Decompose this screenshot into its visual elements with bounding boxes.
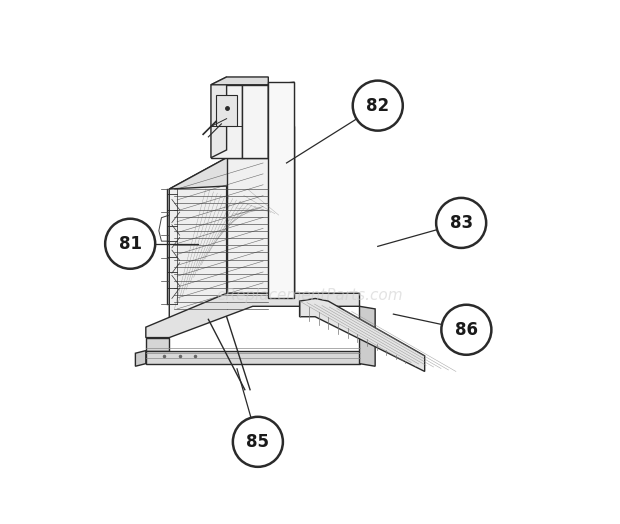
Circle shape — [353, 81, 403, 130]
Polygon shape — [268, 126, 294, 293]
Polygon shape — [268, 82, 294, 299]
Polygon shape — [216, 95, 237, 126]
Polygon shape — [135, 351, 146, 366]
Polygon shape — [360, 307, 375, 366]
Text: 82: 82 — [366, 96, 389, 115]
Polygon shape — [242, 85, 268, 158]
Circle shape — [436, 198, 486, 248]
Polygon shape — [146, 351, 360, 364]
Polygon shape — [268, 82, 294, 158]
Text: 85: 85 — [246, 433, 269, 451]
Polygon shape — [211, 77, 268, 85]
Text: eReplacementParts.com: eReplacementParts.com — [216, 288, 404, 303]
Polygon shape — [299, 299, 425, 372]
Polygon shape — [226, 158, 294, 293]
Text: 81: 81 — [118, 235, 142, 253]
Circle shape — [441, 305, 492, 355]
Text: 83: 83 — [450, 214, 472, 232]
Polygon shape — [211, 77, 226, 158]
Polygon shape — [146, 337, 169, 351]
Circle shape — [233, 417, 283, 467]
Polygon shape — [169, 158, 226, 324]
Text: 86: 86 — [455, 321, 478, 339]
Circle shape — [105, 219, 155, 269]
Polygon shape — [146, 293, 360, 337]
Polygon shape — [211, 85, 242, 158]
Polygon shape — [169, 158, 294, 189]
